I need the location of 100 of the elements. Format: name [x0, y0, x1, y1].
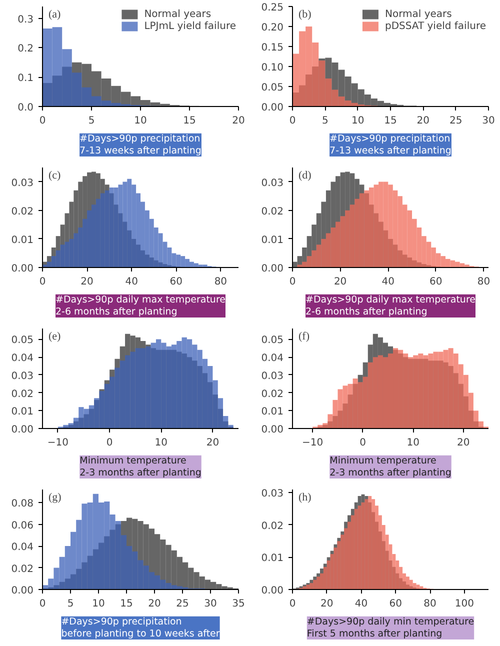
- x-tick-label: 60: [389, 598, 402, 610]
- x-tick-label: 35: [232, 598, 245, 610]
- y-tick-label: 0.01: [261, 406, 284, 418]
- y-tick-label: 0.03: [261, 370, 284, 382]
- y-tick-label: 0.00: [261, 264, 284, 274]
- x-axis-title: #Days>90p precipitation 7-13 weeks after planting: [330, 133, 452, 156]
- x-tick-label: 0: [39, 116, 46, 126]
- x-axis-title: #Days>90p daily max temperature 2-6 months after planting: [56, 294, 226, 318]
- chart-title: (a): [48, 8, 62, 20]
- legend-label: LPJmL yield failure: [144, 20, 236, 32]
- x-tick-label: 20: [457, 438, 470, 448]
- legend-label: Normal years: [144, 8, 212, 20]
- legend-label: Normal years: [384, 8, 452, 20]
- x-tick-label: 0: [39, 276, 46, 288]
- y-tick-label: 0.02: [11, 388, 34, 400]
- x-tick-label: 30: [482, 116, 495, 126]
- x-tick-label: 5: [67, 598, 74, 610]
- y-tick-label: 0.25: [261, 2, 284, 14]
- legend-label: pDSSAT yield failure: [384, 20, 486, 32]
- chart-title: (d): [298, 170, 312, 182]
- y-tick-label: 0.00: [11, 264, 34, 274]
- y-tick-label: 0.02: [261, 388, 284, 400]
- y-tick-label: 0.00: [11, 424, 34, 436]
- x-axis-title: Minimum temperature 2-3 months after planting: [80, 455, 202, 478]
- chart-title: (b): [298, 8, 312, 20]
- y-tick-label: 0.03: [11, 178, 34, 189]
- y-tick-label: 0.00: [261, 586, 284, 596]
- x-tick-label: 0: [39, 598, 46, 610]
- x-tick-label: 10: [406, 438, 420, 448]
- x-tick-label: 60: [170, 276, 183, 288]
- x-tick-label: 0: [289, 598, 296, 610]
- x-tick-label: 40: [382, 276, 394, 288]
- x-tick-label: −10: [302, 438, 324, 448]
- x-axis-title: Minimum temperature 2-3 months after planting: [330, 455, 452, 478]
- y-tick-label: 0.10: [261, 62, 284, 74]
- y-tick-label: 0.08: [11, 498, 34, 510]
- y-tick-label: 0.00: [261, 424, 284, 436]
- y-tick-label: 0.05: [11, 335, 34, 346]
- y-tick-label: 0.04: [11, 542, 34, 554]
- y-tick-label: 0.01: [261, 553, 284, 564]
- y-tick-label: 0.01: [11, 234, 34, 246]
- x-tick-label: 10: [92, 598, 105, 610]
- x-tick-label: −10: [47, 438, 69, 448]
- y-tick-label: 0.02: [11, 206, 34, 218]
- y-tick-label: 0.02: [261, 206, 284, 218]
- y-tick-label: 0.06: [11, 520, 34, 532]
- x-tick-label: 30: [204, 598, 217, 610]
- chart-title: (f): [298, 330, 310, 342]
- x-tick-label: 20: [206, 438, 220, 448]
- x-tick-label: 60: [430, 276, 442, 288]
- x-tick-label: 5: [88, 116, 95, 126]
- y-tick-label: 0.00: [11, 586, 34, 596]
- x-tick-label: 25: [449, 116, 462, 126]
- x-tick-label: 20: [334, 276, 347, 288]
- chart-title: (c): [48, 170, 62, 182]
- x-tick-label: 40: [125, 276, 138, 288]
- x-tick-label: 10: [134, 116, 147, 126]
- chart-title: (e): [48, 330, 62, 342]
- y-tick-label: 0.01: [261, 234, 284, 246]
- x-tick-label: 0: [289, 276, 296, 288]
- y-tick-label: 0.02: [11, 564, 34, 575]
- y-tick-label: 0.03: [261, 488, 284, 500]
- y-tick-label: 0.15: [261, 42, 284, 54]
- x-tick-label: 0: [360, 438, 366, 448]
- x-tick-label: 15: [120, 598, 133, 610]
- y-tick-label: 0.04: [11, 353, 34, 364]
- x-tick-label: 20: [148, 598, 161, 610]
- x-tick-label: 80: [424, 598, 436, 610]
- y-tick-label: 0.20: [261, 22, 284, 34]
- x-tick-label: 5: [322, 116, 328, 126]
- x-axis-title: #Days>90p daily min temperature First 5 months after planting: [306, 616, 474, 640]
- y-tick-label: 0.03: [261, 178, 284, 189]
- x-tick-label: 10: [351, 116, 364, 126]
- x-axis-title: #Days>90p precipitation before planting to 10 weeks after: [61, 616, 220, 640]
- x-tick-label: 100: [454, 598, 474, 610]
- x-tick-label: 15: [183, 116, 196, 126]
- y-tick-label: 0.03: [11, 370, 34, 382]
- x-tick-label: 0: [106, 438, 113, 448]
- x-tick-label: 20: [80, 276, 94, 288]
- x-tick-label: 0: [289, 116, 296, 126]
- y-tick-label: 0.00: [261, 102, 284, 114]
- y-tick-label: 0.01: [11, 406, 34, 418]
- y-tick-label: 0.1: [18, 73, 34, 84]
- x-tick-label: 80: [214, 276, 228, 288]
- y-tick-label: 0.3: [18, 14, 34, 26]
- x-tick-label: 40: [354, 598, 368, 610]
- y-tick-label: 0.2: [18, 44, 34, 55]
- x-tick-label: 20: [416, 116, 430, 126]
- x-tick-label: 25: [176, 598, 189, 610]
- x-axis-title: #Days>90p daily max temperature 2-6 months after planting: [306, 294, 476, 318]
- y-tick-label: 0.05: [261, 82, 284, 94]
- x-axis-title: #Days>90p precipitation 7-13 weeks after planting: [80, 133, 202, 156]
- y-tick-label: 0.05: [261, 335, 284, 346]
- y-tick-label: 0.0: [18, 102, 34, 114]
- chart-title: (h): [298, 492, 312, 504]
- x-tick-label: 20: [232, 116, 245, 126]
- x-tick-label: 20: [320, 598, 334, 610]
- x-tick-label: 80: [477, 276, 490, 288]
- y-tick-label: 0.04: [261, 353, 284, 364]
- y-tick-label: 0.02: [261, 520, 284, 532]
